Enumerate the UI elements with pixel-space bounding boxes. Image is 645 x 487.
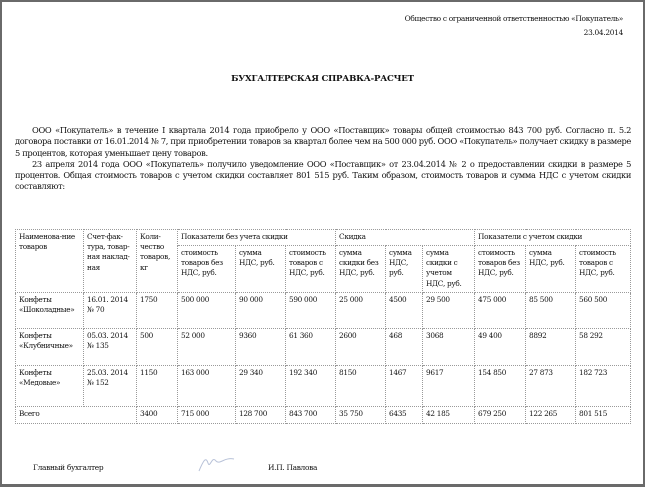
total-label: Всего <box>15 406 137 424</box>
invoice-ref: 05.03. 2014 № 135 <box>83 328 137 366</box>
product-name: Конфеты «Клубничные» <box>15 328 84 366</box>
value-cell: 590 000 <box>284 292 337 329</box>
value-cell: 8892 <box>525 328 577 366</box>
value-cell: 27 873 <box>525 365 577 407</box>
signer-name: И.П. Павлова <box>268 463 318 472</box>
value-cell: 163 000 <box>177 365 236 407</box>
total-qty: 3400 <box>136 406 178 424</box>
total-cell: 801 515 <box>575 406 632 424</box>
header-group: Скидка <box>335 229 476 246</box>
invoice-ref: 25.03. 2014 № 152 <box>83 365 137 407</box>
header-sub: стоимость товаров без НДС, руб. <box>177 245 236 293</box>
value-cell: 61 360 <box>284 328 337 366</box>
value-cell: 560 500 <box>575 292 632 329</box>
value-cell: 29 500 <box>422 292 476 329</box>
value-cell: 468 <box>385 328 424 366</box>
document-date: 23.04.2014 <box>583 28 624 37</box>
value-cell: 49 400 <box>474 328 527 366</box>
value-cell: 500 000 <box>177 292 236 329</box>
invoice-ref: 16.01. 2014 № 70 <box>83 292 137 329</box>
body-text: ООО «Покупатель» в течение I квартала 20… <box>15 125 631 193</box>
product-name: Конфеты «Медовые» <box>15 365 84 407</box>
value-cell: 25 000 <box>335 292 387 329</box>
value-cell: 182 723 <box>575 365 632 407</box>
value-cell: 52 000 <box>177 328 236 366</box>
table-row: Конфеты «Шоколадные» 16.01. 2014 № 70 1750… <box>15 292 632 329</box>
header-group: Показатели без учета скидки <box>176 229 337 246</box>
header-sub: стоимость товаров без НДС, руб. <box>474 245 527 293</box>
value-cell: 8150 <box>335 365 387 407</box>
value-cell: 90 000 <box>235 292 286 329</box>
table-row: Конфеты «Медовые» 25.03. 2014 № 152 1150 16… <box>15 365 632 407</box>
header-sub: сумма скидки с учетом НДС, руб. <box>422 245 476 293</box>
total-cell: 679 250 <box>474 406 527 424</box>
quantity: 1150 <box>136 365 178 407</box>
value-cell: 29 340 <box>235 365 286 407</box>
total-row: Всего 3400 715 000 128 700 843 700 35 75… <box>15 406 632 424</box>
value-cell: 85 500 <box>525 292 577 329</box>
table-row: Конфеты «Клубничные» 05.03. 2014 № 135 500… <box>15 328 632 366</box>
value-cell: 2600 <box>335 328 387 366</box>
value-cell: 9360 <box>235 328 286 366</box>
total-cell: 42 185 <box>422 406 476 424</box>
quantity: 500 <box>136 328 178 366</box>
value-cell: 154 850 <box>474 365 527 407</box>
company-name: Общество с ограниченной ответственностью… <box>404 14 624 23</box>
header-sub: сумма НДС, руб. <box>235 245 286 293</box>
calculation-table: Наименова-ние товаров Счет-фак-тура, тов… <box>15 229 632 424</box>
header-group: Показатели с учетом скидки <box>474 229 632 246</box>
value-cell: 58 292 <box>575 328 632 366</box>
signer-position: Главный бухгалтер <box>33 463 104 472</box>
product-name: Конфеты «Шоколадные» <box>15 292 84 329</box>
total-cell: 128 700 <box>235 406 286 424</box>
value-cell: 4500 <box>385 292 424 329</box>
document-title: БУХГАЛТЕРСКАЯ СПРАВКА-РАСЧЕТ <box>231 74 414 84</box>
header-sub: сумма скидки без НДС, руб. <box>335 245 387 293</box>
value-cell: 3068 <box>422 328 476 366</box>
value-cell: 475 000 <box>474 292 527 329</box>
handwritten-signature <box>198 458 235 472</box>
header-sub: стоимость товаров с НДС, руб. <box>575 245 632 293</box>
value-cell: 1467 <box>385 365 424 407</box>
value-cell: 192 340 <box>284 365 337 407</box>
header-sub: сумма НДС, руб. <box>525 245 577 293</box>
header-name: Наименова-ние товаров <box>15 229 84 293</box>
value-cell: 9617 <box>422 365 476 407</box>
header-sub: стоимость товаров с НДС, руб. <box>284 245 337 293</box>
header-qty: Коли-чество товаров, кг <box>136 229 178 293</box>
header-invoice: Счет-фак-тура, товар-ная наклад-ная <box>83 229 137 293</box>
total-cell: 715 000 <box>177 406 236 424</box>
total-cell: 6435 <box>385 406 424 424</box>
total-cell: 843 700 <box>284 406 337 424</box>
paragraph: 23 апреля 2014 года ООО «Покупатель» пол… <box>15 158 631 192</box>
quantity: 1750 <box>136 292 178 329</box>
header-sub: сумма НДС, руб. <box>385 245 424 293</box>
total-cell: 35 750 <box>335 406 387 424</box>
paragraph: ООО «Покупатель» в течение I квартала 20… <box>15 125 631 158</box>
total-cell: 122 265 <box>525 406 577 424</box>
